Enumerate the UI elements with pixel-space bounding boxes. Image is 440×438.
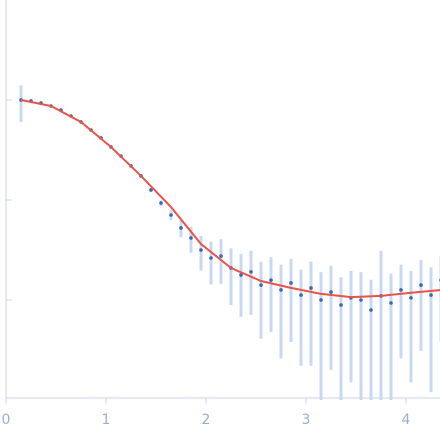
data-point [189,236,193,240]
x-tick-label: 0 [2,412,11,428]
data-point [179,226,183,230]
data-point [199,248,203,252]
data-point [399,288,403,292]
data-point [389,301,393,305]
fit-line [20,99,440,299]
data-point [259,283,263,287]
x-tick-label: 1 [102,412,111,428]
data-point [219,254,223,258]
data-point [149,188,153,192]
x-tick-label: 4 [402,412,411,428]
data-point [429,293,433,297]
data-point [289,281,293,285]
data-point [159,201,163,205]
data-point [299,293,303,297]
data-point [369,308,373,312]
data-point [419,283,423,287]
x-tick-label: 3 [302,412,311,428]
data-point [249,270,253,274]
data-point [329,290,333,294]
data-point [209,256,213,260]
data-point [169,213,173,217]
data-point [309,286,313,290]
data-point [269,278,273,282]
data-point [319,298,323,302]
data-point [239,273,243,277]
data-point [359,298,363,302]
data-point [279,288,283,292]
data-point [409,296,413,300]
x-tick-label: 2 [202,412,211,428]
data-point [339,303,343,307]
